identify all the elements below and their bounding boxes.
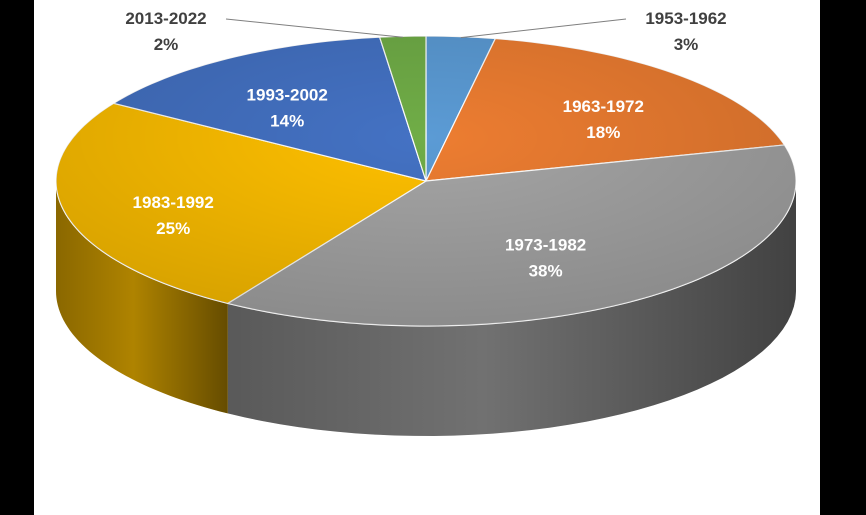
pie-top-shade (56, 36, 796, 326)
data-label-category: 1953-1962 (645, 9, 726, 28)
data-label-category: 1963-1972 (563, 97, 644, 116)
pie-sides (56, 181, 797, 436)
data-label-value: 14% (270, 111, 304, 130)
leader-line-2013-2022 (225, 18, 403, 38)
data-label-value: 3% (674, 35, 699, 54)
data-label-category: 1993-2002 (247, 85, 328, 104)
data-labels: 1953-1962 3% 1963-1972 18% 1973-1982 38% 1983-… (125, 9, 726, 281)
data-label-value: 25% (156, 219, 190, 238)
chart-frame: 1953-1962 3% 1963-1972 18% 1973-1982 38% 1983-… (34, 0, 820, 515)
pie-side-shade (227, 181, 797, 436)
data-label-value: 18% (586, 123, 620, 142)
data-label-category: 1983-1992 (133, 193, 214, 212)
pie-chart: 1953-1962 3% 1963-1972 18% 1973-1982 38% 1983-… (55, 9, 797, 436)
pie-tops (55, 35, 797, 327)
data-label-category: 1973-1982 (505, 236, 586, 255)
data-label-value: 2% (154, 35, 179, 54)
leader-line-1953-1962 (460, 18, 627, 39)
pie-side-shade (56, 181, 228, 414)
leader-lines (225, 18, 627, 39)
data-label-value: 38% (529, 262, 563, 281)
data-label-category: 2013-2022 (125, 9, 206, 28)
